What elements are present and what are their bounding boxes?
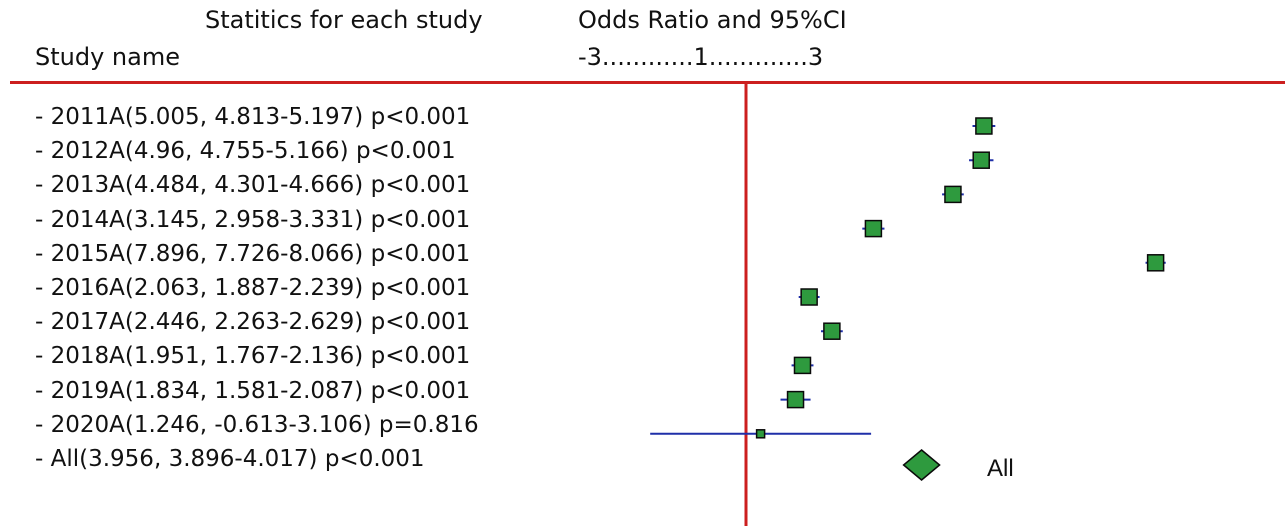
point-estimate-2013A	[944, 185, 962, 204]
odds-ratio-header: Odds Ratio and 95%CI	[578, 6, 847, 34]
study-label-2012A: - 2012A(4.96, 4.755-5.166) p<0.001	[35, 138, 456, 165]
summary-diamond	[902, 449, 941, 481]
study-label-2011A: - 2011A(5.005, 4.813-5.197) p<0.001	[35, 104, 471, 130]
study-label-2013A: - 2013A(4.484, 4.301-4.666) p<0.001	[35, 172, 471, 199]
study-label-2014A: - 2014A(3.145, 2.958-3.331) p<0.001	[35, 206, 471, 233]
study-label-2018A: - 2018A(1.951, 1.767-2.136) p<0.001	[35, 343, 471, 370]
point-estimate-2018A	[793, 356, 812, 375]
study-label-2020A: - 2020A(1.246, -0.613-3.106) p=0.816	[35, 411, 479, 438]
scale-label: -3............1.............3	[578, 43, 824, 71]
study-name-header: Study name	[35, 43, 180, 71]
stats-header: Statitics for each study	[205, 6, 483, 34]
point-estimate-2020A	[755, 429, 766, 439]
study-label-All: - All(3.956, 3.896-4.017) p<0.001	[35, 446, 425, 472]
summary-label: All	[987, 455, 1014, 482]
point-estimate-2012A	[972, 151, 990, 169]
point-estimate-2017A	[823, 322, 841, 340]
header-divider	[10, 81, 1285, 84]
point-estimate-2015A	[1146, 254, 1165, 272]
study-label-2019A: - 2019A(1.834, 1.581-2.087) p<0.001	[35, 377, 471, 404]
study-label-2016A: - 2016A(2.063, 1.887-2.239) p<0.001	[35, 275, 471, 301]
study-label-2015A: - 2015A(7.896, 7.726-8.066) p<0.001	[35, 240, 471, 267]
point-estimate-2016A	[800, 288, 818, 306]
point-estimate-2011A	[975, 117, 993, 135]
point-estimate-2019A	[786, 390, 805, 409]
study-label-2017A: - 2017A(2.446, 2.263-2.629) p<0.001	[35, 309, 471, 336]
point-estimate-2014A	[864, 219, 883, 238]
